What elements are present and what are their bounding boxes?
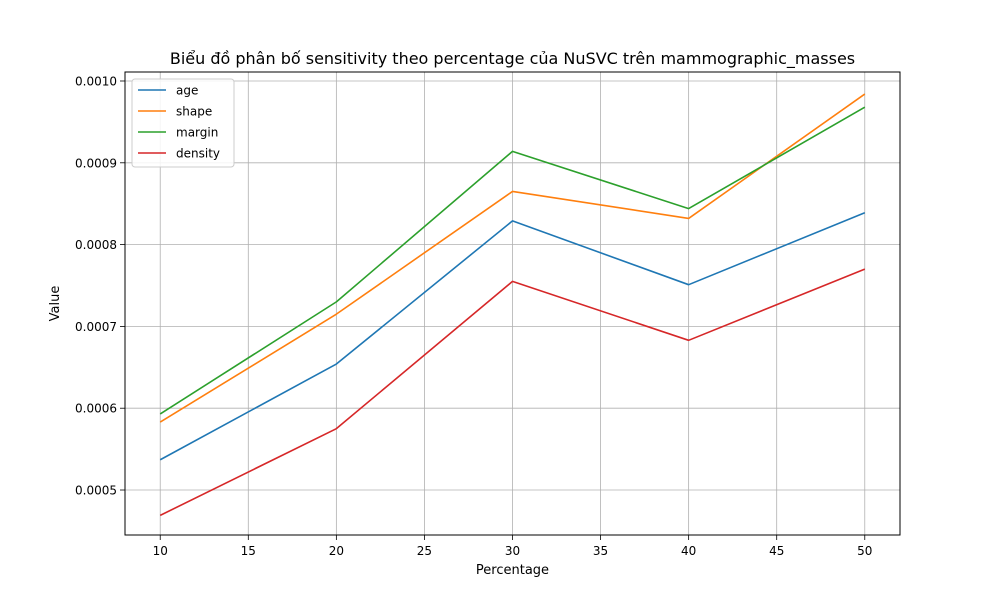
series-line-density: [159, 268, 866, 517]
series-line-age: [159, 211, 866, 461]
x-tick-label: 25: [417, 544, 432, 558]
x-tick-label: 40: [681, 544, 696, 558]
chart-title: Biểu đồ phân bố sensitivity theo percent…: [170, 49, 855, 69]
legend: age shape margin density: [131, 78, 235, 168]
x-axis-ticks: 10 15 20 25 30 35 40 45 50: [153, 535, 872, 558]
x-tick-label: 30: [505, 544, 520, 558]
legend-box: [131, 78, 235, 168]
legend-label-density: density: [176, 147, 220, 161]
y-tick-label: 0.0005: [75, 484, 117, 498]
y-tick-label: 0.0006: [75, 402, 117, 416]
x-tick-label: 20: [329, 544, 344, 558]
y-tick-label: 0.0008: [75, 238, 117, 252]
x-tick-label: 45: [769, 544, 784, 558]
legend-label-shape: shape: [176, 105, 212, 119]
series-line-margin: [159, 106, 866, 415]
y-tick-label: 0.0010: [75, 74, 117, 88]
grid: [125, 72, 900, 535]
legend-label-margin: margin: [176, 126, 218, 140]
x-tick-label: 15: [241, 544, 256, 558]
y-tick-label: 0.0007: [75, 320, 117, 334]
y-axis-ticks: 0.0005 0.0006 0.0007 0.0008 0.0009 0.0010: [75, 74, 125, 498]
y-tick-label: 0.0009: [75, 156, 117, 170]
x-tick-label: 10: [153, 544, 168, 558]
legend-label-age: age: [176, 84, 198, 98]
series-line-shape: [159, 93, 866, 423]
series-lines: [159, 93, 866, 517]
y-axis-label: Value: [48, 286, 63, 322]
x-axis-label: Percentage: [476, 563, 549, 578]
x-tick-label: 35: [593, 544, 608, 558]
x-tick-label: 50: [857, 544, 872, 558]
